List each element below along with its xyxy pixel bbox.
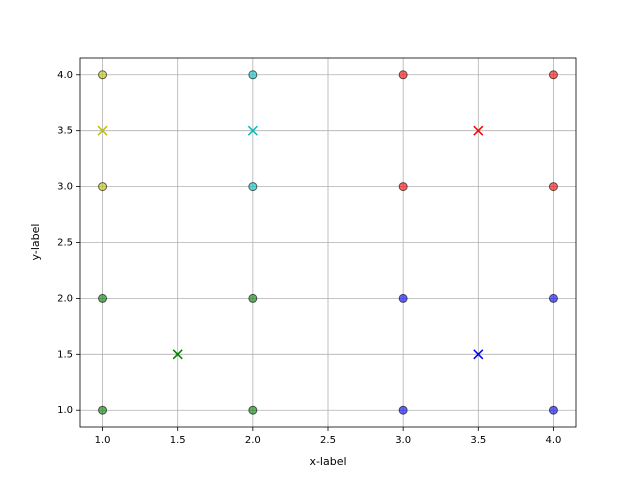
point [248,70,258,80]
point [248,182,258,192]
x-tick-label: 1.0 [95,435,111,446]
y-tick-label: 2.0 [57,293,73,304]
centroid-marker [473,349,484,360]
y-tick-label: 2.5 [57,238,73,249]
x-tick-label: 3.5 [470,435,486,446]
centroid-marker [473,125,484,136]
point [398,293,408,303]
point [98,70,108,80]
x-tick-label: 4.0 [546,435,562,446]
point [248,293,258,303]
point [398,182,408,192]
point [98,405,108,415]
point [548,182,558,192]
x-tick-label: 2.0 [245,435,261,446]
plot-frame [79,57,577,428]
x-tick-label: 1.5 [170,435,186,446]
y-tick-label: 3.5 [57,126,73,137]
point [548,405,558,415]
y-tick-label: 1.0 [57,405,73,416]
point [398,405,408,415]
y-tick-label: 4.0 [57,70,73,81]
y-tick-label: 1.5 [57,349,73,360]
point [98,293,108,303]
point [398,70,408,80]
y-tick-label: 3.0 [57,182,73,193]
point [98,182,108,192]
point [248,405,258,415]
x-axis-label: x-label [309,455,346,468]
x-tick-label: 2.5 [320,435,336,446]
centroid-marker [97,125,108,136]
y-axis-label: y-label [29,224,42,261]
point [548,70,558,80]
x-tick-label: 3.0 [395,435,411,446]
centroid-marker [247,125,258,136]
centroid-marker [172,349,183,360]
point [548,293,558,303]
